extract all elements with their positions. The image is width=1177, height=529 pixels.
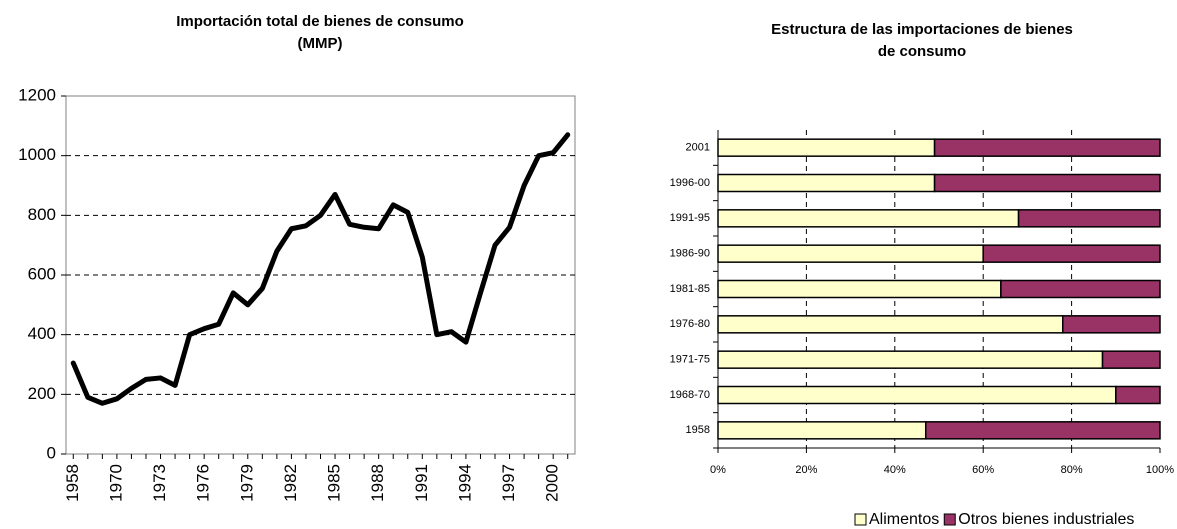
bar-segment [717,209,1020,228]
y-tick-label: 1996-00 [670,177,710,189]
bar-segment [982,244,1161,263]
legend-label: Alimentos [869,511,939,528]
y-tick-label: 1000 [18,145,56,164]
bar-segment [717,244,984,263]
bar-segment [1101,350,1161,369]
y-tick-label: 800 [28,205,56,224]
chart-title: de consumo [878,43,966,60]
legend-swatch [943,513,956,526]
x-tick-label: 1991 [412,464,431,502]
x-tick-label: 80% [1061,464,1083,476]
x-tick-label: 1979 [237,464,256,502]
x-tick-label: 20% [795,464,817,476]
x-tick-label: 1982 [281,464,300,502]
legend-label: Otros bienes industriales [958,511,1134,528]
y-tick-label: 200 [28,384,56,403]
x-tick-label: 0% [710,464,726,476]
bar-segment [1017,209,1161,228]
bar-segment [717,138,936,157]
bar-segment [933,173,1161,193]
y-tick-label: 1200 [18,85,56,104]
x-tick-label: 1997 [499,464,518,502]
chart-title: Importación total de bienes de consumo [176,13,464,30]
line [70,132,571,406]
x-tick-label: 1970 [106,464,125,502]
bar-segment [933,138,1161,157]
y-tick-label: 1976-80 [670,318,710,330]
chart-title: (MMP) [298,35,343,52]
y-tick-label: 1981-85 [670,283,710,295]
y-tick-label: 1991-95 [670,212,710,224]
x-tick-label: 1985 [325,464,344,502]
bar-segment [1115,385,1161,405]
bar-segment [717,421,927,440]
chart-title: Estructura de las importaciones de biene… [771,21,1073,38]
y-tick-label: 600 [28,264,56,283]
y-tick-label: 1971-75 [670,354,710,366]
x-tick-label: 100% [1146,464,1174,476]
bar-segment [717,315,1064,334]
x-tick-label: 1973 [150,464,169,502]
bar-segment [717,385,1117,405]
y-tick-label: 0 [47,443,56,462]
bar-segment [717,173,936,193]
y-tick-label: 400 [28,324,56,343]
x-tick-label: 1994 [455,464,474,502]
bar-segment [1062,315,1161,334]
y-tick-label: 1986-90 [670,248,710,260]
legend-swatch [854,513,867,526]
x-tick-label: 2000 [543,464,562,502]
x-tick-label: 1988 [368,464,387,502]
y-tick-label: 2001 [686,142,710,154]
x-tick-label: 1976 [194,464,213,502]
bar-segment [717,279,1002,299]
y-tick-label: 1958 [686,424,710,436]
x-tick-label: 60% [972,464,994,476]
x-tick-label: 1958 [63,464,82,502]
bar-segment [924,421,1161,440]
bar-segment [1000,279,1161,299]
bar-segment [717,350,1104,369]
x-tick-label: 40% [884,464,906,476]
y-tick-label: 1968-70 [670,389,710,401]
